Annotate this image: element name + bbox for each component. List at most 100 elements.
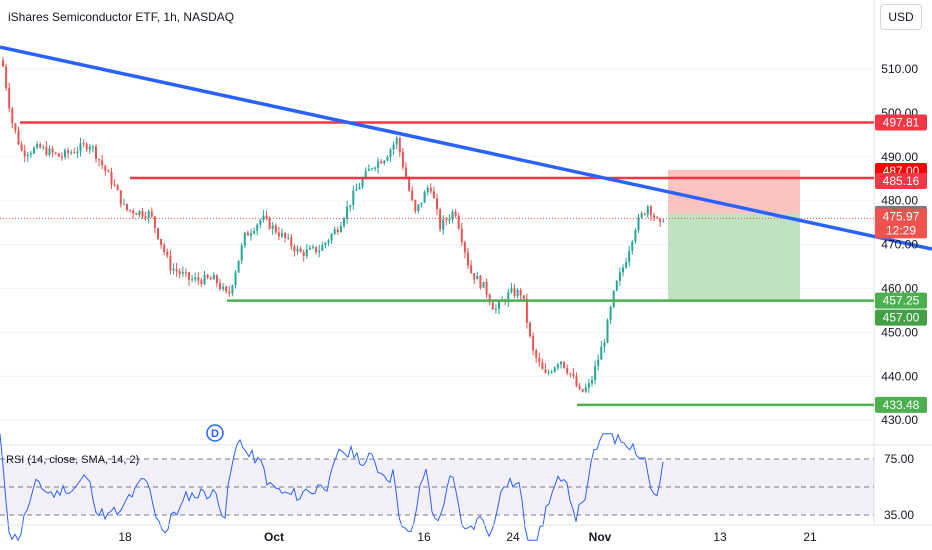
candle-body (116, 185, 119, 191)
candle-body (640, 213, 643, 218)
candle-body (454, 211, 457, 216)
candle-body (67, 150, 70, 154)
candle-body (556, 364, 559, 368)
candle-body (287, 237, 290, 239)
candle-body (256, 224, 259, 231)
candle-body (401, 151, 404, 168)
candle-body (172, 268, 175, 271)
candle-body (215, 275, 218, 284)
candle-body (445, 219, 448, 221)
candle-body (237, 260, 240, 273)
tag-support-low-bg (875, 396, 927, 413)
candle-body (423, 192, 426, 203)
candle-body (14, 123, 17, 131)
time-tick-label: Nov (589, 530, 612, 544)
candle-body (637, 217, 640, 231)
tag-countdown: 12:29 (886, 223, 916, 237)
tag-resistance-top: 497.81 (883, 116, 920, 130)
candle-body (600, 346, 603, 360)
candle-body (544, 369, 547, 373)
candle-body (206, 274, 209, 279)
candle-body (231, 285, 234, 294)
candle-body (587, 383, 590, 388)
candle-body (538, 357, 541, 363)
candle-body (451, 211, 454, 220)
candle-body (302, 252, 305, 257)
candle-body (2, 60, 4, 67)
price-axis: 510.00500.00490.00480.00470.00460.00450.… (881, 62, 918, 522)
candle-body (33, 147, 35, 154)
candle-body (467, 252, 469, 266)
candle-body (54, 152, 57, 154)
candle-body (60, 156, 63, 158)
tag-target-level-bg (875, 309, 927, 326)
candle-body (315, 246, 318, 253)
candle-body (305, 249, 308, 257)
candle-body (389, 149, 392, 158)
candle-body (634, 230, 637, 242)
candle-body (308, 247, 311, 250)
event-marker[interactable]: D (206, 424, 224, 442)
candle-body (482, 281, 485, 288)
candle-body (110, 172, 113, 185)
currency-button[interactable]: USD (880, 4, 922, 30)
candle-body (166, 251, 169, 256)
candle-body (463, 242, 466, 253)
candle-body (569, 373, 572, 375)
tag-support-low: 433.48 (883, 398, 920, 412)
candle-body (225, 286, 228, 292)
candle-body (246, 232, 249, 236)
candle-body (631, 241, 634, 251)
candle-body (646, 206, 649, 215)
candle-body (228, 291, 231, 294)
candle-body (153, 216, 156, 229)
price-tick-label: 470.00 (881, 238, 918, 252)
candle-body (364, 171, 367, 179)
candle-body (649, 206, 652, 216)
candle-body (70, 152, 73, 154)
candle-body (284, 233, 287, 239)
candle-body (488, 294, 491, 303)
candle-body (95, 146, 97, 159)
time-tick-label: 16 (417, 530, 431, 544)
tag-last-price: 475.97 (883, 209, 920, 223)
time-tick-label: 24 (506, 530, 520, 544)
candle-body (268, 217, 271, 229)
tag-support-mid-bg (875, 292, 927, 309)
candle-body (398, 138, 401, 152)
candle-body (8, 87, 11, 109)
time-axis: 18 Oct 16 24 Nov 13 21 (118, 530, 817, 544)
trendline[interactable] (0, 45, 932, 251)
candle-body (380, 161, 383, 164)
candle-body (132, 210, 135, 214)
candle-body (547, 372, 550, 374)
tag-last-price-bg (875, 208, 927, 225)
horizontal-levels (20, 121, 874, 407)
candle-body (550, 371, 553, 373)
candle-body (160, 238, 163, 246)
candle-body (191, 279, 194, 281)
candle-body (377, 161, 380, 168)
candle-body (615, 280, 618, 291)
candle-body (519, 290, 522, 296)
candle-body (367, 168, 370, 172)
candle-body (234, 272, 237, 286)
candle-body (45, 146, 48, 155)
candle-body (119, 190, 122, 205)
candle-body (572, 373, 575, 377)
candle-body (85, 144, 88, 150)
tag-target-level: 457.00 (883, 311, 920, 325)
candle-body (566, 367, 569, 374)
candle-body (436, 198, 438, 210)
candle-body (274, 225, 277, 233)
candle-body (361, 178, 364, 187)
candle-body (442, 219, 445, 230)
rsi-tick-label: 35.00 (884, 508, 914, 522)
candle-body (485, 281, 488, 295)
candle-body (333, 229, 336, 235)
short-position-reward-zone[interactable] (668, 213, 800, 302)
candle-body (584, 387, 587, 392)
candle-body (271, 225, 274, 229)
candle-body (29, 153, 32, 155)
